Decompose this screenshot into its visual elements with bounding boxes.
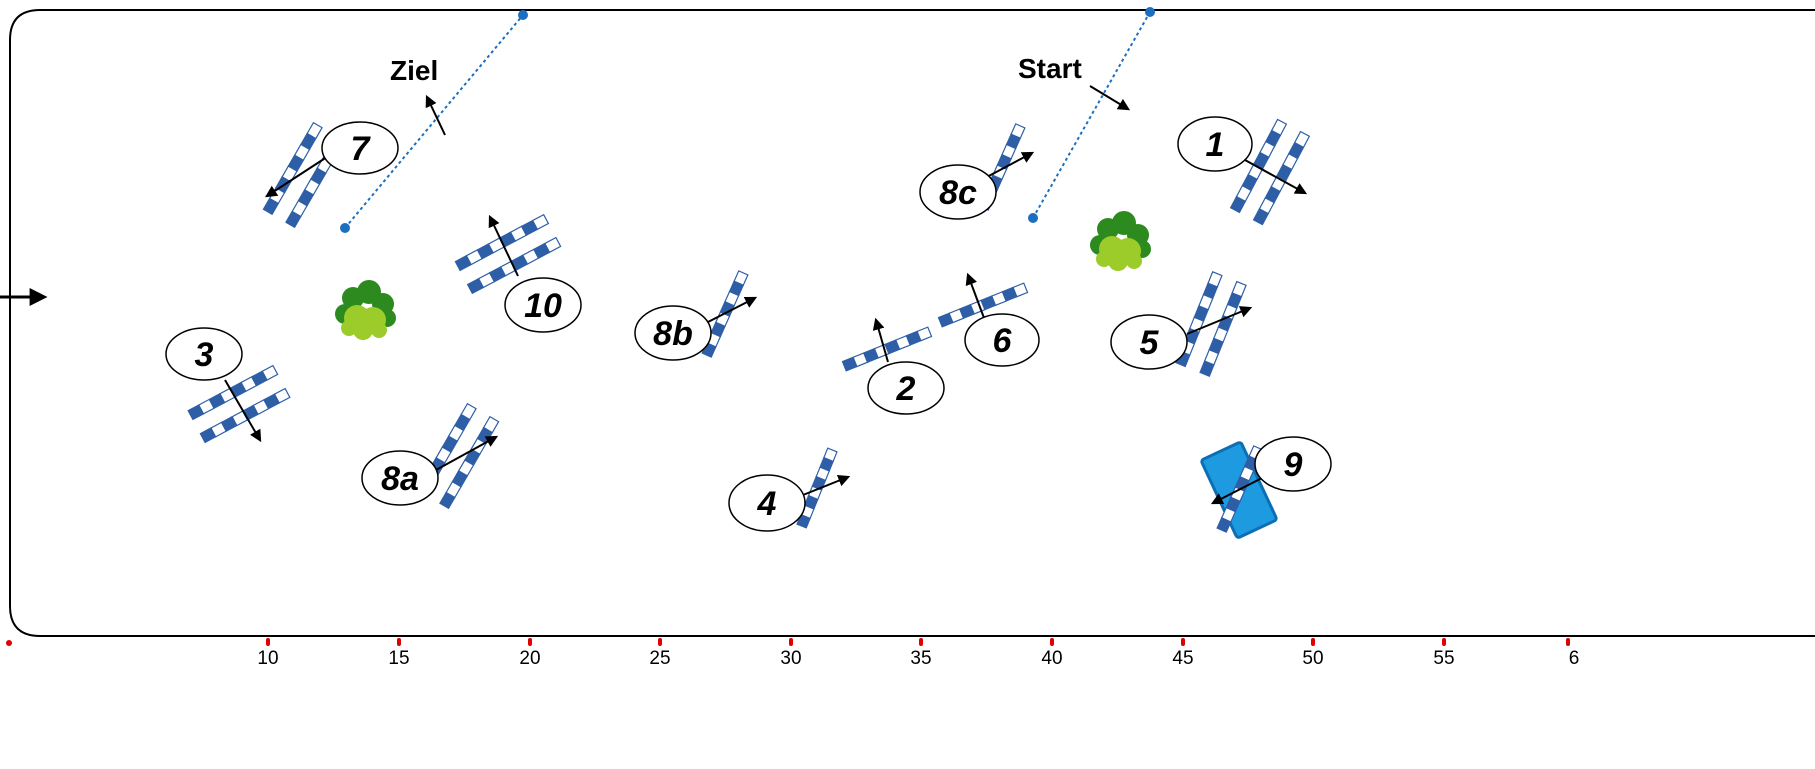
svg-text:1: 1 — [1206, 126, 1225, 164]
scale-tick-mark — [266, 638, 270, 646]
scale-tick-label: 10 — [257, 648, 278, 669]
svg-text:9: 9 — [1284, 446, 1303, 484]
start-line — [1028, 7, 1155, 223]
obstacle-label-8a: 8a — [361, 450, 439, 506]
svg-text:8b: 8b — [653, 315, 693, 353]
svg-text:3: 3 — [195, 336, 214, 374]
obstacle-label-8c: 8c — [919, 164, 997, 220]
obstacle-3 — [187, 364, 291, 444]
finish-arrow — [425, 94, 446, 136]
jump-direction-arrow — [1210, 477, 1263, 505]
scale-tick-label: 50 — [1302, 648, 1323, 669]
jump-direction-arrow — [224, 379, 262, 443]
obstacle-label-5: 5 — [1110, 314, 1188, 370]
jump-direction-arrow — [1186, 306, 1253, 335]
start-arrow — [1089, 85, 1131, 111]
obstacle-label-9: 9 — [1254, 436, 1332, 492]
obstacle-5 — [1175, 271, 1253, 377]
pole — [454, 213, 550, 272]
pole — [1229, 118, 1288, 214]
obstacle-10 — [454, 213, 562, 295]
scale-tick-mark — [528, 638, 532, 646]
jump-direction-arrow — [984, 151, 1035, 179]
scale-tick-mark — [1050, 638, 1054, 646]
pole — [796, 447, 838, 529]
svg-text:4: 4 — [757, 485, 777, 523]
obstacle-9 — [1210, 445, 1264, 533]
scale-tick-label: 15 — [388, 648, 409, 669]
scale-tick-mark — [6, 640, 12, 646]
svg-text:6: 6 — [993, 322, 1013, 360]
scale-tick-mark — [1442, 638, 1446, 646]
scale-tick-label: 35 — [910, 648, 931, 669]
finish-label: Ziel — [390, 55, 438, 86]
jump-direction-arrow — [435, 435, 499, 471]
scale-tick-label: 25 — [649, 648, 670, 669]
scale-tick-label: 6 — [1569, 648, 1580, 669]
jump-direction-arrow — [264, 154, 331, 198]
svg-text:10: 10 — [524, 287, 562, 325]
pole — [187, 364, 279, 421]
jump-direction-arrow — [965, 272, 985, 319]
obstacle-1 — [1229, 118, 1311, 226]
scale-tick-mark — [789, 638, 793, 646]
scale-tick-label: 30 — [780, 648, 801, 669]
scale-tick-mark — [397, 638, 401, 646]
obstacle-label-4: 4 — [728, 474, 806, 532]
start-label: Start — [1018, 53, 1082, 84]
pole — [262, 121, 323, 216]
svg-text:5: 5 — [1140, 324, 1160, 362]
distance-scale: 10 15 20 25 30 35 40 45 50 55 6 — [6, 638, 1579, 669]
obstacle-label-6: 6 — [964, 313, 1040, 367]
obstacle-6 — [937, 272, 1029, 328]
tree-icon — [1090, 211, 1151, 271]
obstacle-4 — [796, 447, 851, 529]
pole — [937, 282, 1029, 328]
jump-direction-arrow — [707, 296, 758, 323]
scale-tick-label: 45 — [1172, 648, 1193, 669]
pole — [1199, 280, 1247, 377]
arena-boundary — [9, 9, 1815, 637]
scale-tick-label: 20 — [519, 648, 540, 669]
scale-tick-label: 55 — [1433, 648, 1454, 669]
obstacle-label-7: 7 — [321, 121, 399, 175]
scale-tick-mark — [1181, 638, 1185, 646]
scale-tick-mark — [1566, 638, 1570, 646]
scale-tick-label: 40 — [1041, 648, 1062, 669]
scale-tick-mark — [658, 638, 662, 646]
jump-direction-arrow — [872, 317, 889, 363]
obstacle-label-2: 2 — [867, 361, 945, 415]
svg-text:7: 7 — [351, 130, 372, 168]
svg-text:8a: 8a — [381, 460, 419, 498]
pole — [199, 387, 291, 444]
finish-line — [340, 10, 528, 233]
obstacle-label-8b: 8b — [634, 305, 712, 361]
obstacle-label-10: 10 — [504, 277, 582, 333]
jump-direction-arrow — [802, 474, 851, 496]
pole — [439, 415, 500, 510]
pole — [1252, 130, 1311, 226]
tree-icon — [335, 280, 396, 340]
svg-text:8c: 8c — [939, 174, 977, 212]
scale-tick-mark — [919, 638, 923, 646]
pole — [466, 236, 562, 295]
svg-text:2: 2 — [896, 370, 916, 408]
jump-direction-arrow — [1244, 159, 1308, 195]
obstacle-2 — [841, 317, 933, 372]
obstacle-8b — [701, 270, 758, 358]
pole — [701, 270, 749, 358]
obstacle-label-3: 3 — [165, 327, 243, 381]
jump-direction-arrow — [488, 214, 519, 277]
scale-tick-mark — [1311, 638, 1315, 646]
pole — [841, 326, 933, 372]
obstacle-label-1: 1 — [1177, 116, 1253, 172]
